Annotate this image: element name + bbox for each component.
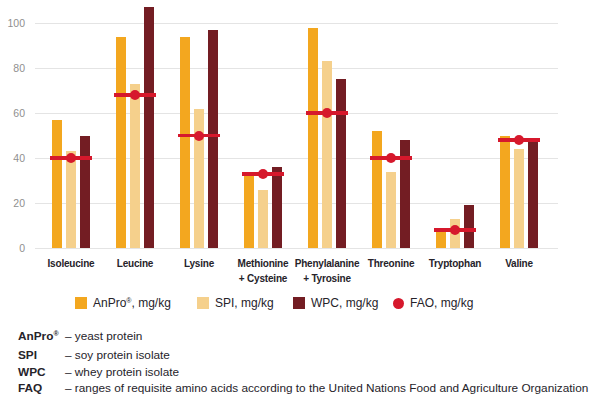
bar (514, 149, 524, 248)
gridline (35, 113, 558, 114)
y-tick-label: 100 (0, 17, 25, 29)
footnote-definition: – whey protein isolate (65, 364, 179, 381)
abbreviation-definitions: AnPro®– yeast proteinSPI– soy protein is… (18, 328, 588, 397)
footnote-term: FAQ (18, 380, 65, 397)
footnote-term: AnPro® (18, 328, 65, 347)
gridline (35, 203, 558, 204)
bar (372, 131, 382, 248)
bar (464, 205, 474, 248)
footnote-definition: – yeast protein (65, 328, 142, 347)
legend-swatch (75, 297, 87, 309)
bar (52, 120, 62, 248)
legend-fao-dot (393, 298, 404, 309)
y-tick-label: 40 (0, 152, 25, 164)
amino-acid-bar-chart: 020406080100IsoleucineLeucineLysineMethi… (0, 0, 600, 290)
bar (208, 30, 218, 248)
fao-range-dot (322, 108, 332, 118)
bar (528, 140, 538, 248)
bar (80, 136, 90, 249)
legend-item: SPI, mg/kg (197, 296, 274, 310)
gridline (35, 23, 558, 24)
y-tick-label: 60 (0, 107, 25, 119)
footnote-row: FAQ– ranges of requisite amino acids acc… (18, 380, 588, 397)
bar (322, 61, 332, 248)
legend-label: SPI, mg/kg (215, 296, 274, 310)
bar (244, 174, 254, 248)
footnote-row: WPC– whey protein isolate (18, 364, 588, 381)
footnote-row: AnPro®– yeast protein (18, 328, 588, 347)
legend-item: FAO, mg/kg (393, 296, 473, 310)
fao-range-dot (514, 135, 524, 145)
bar (308, 28, 318, 249)
fao-range-dot (386, 153, 396, 163)
y-tick-label: 0 (0, 242, 25, 254)
bar (66, 151, 76, 248)
bar (144, 7, 154, 248)
registered-mark: ® (126, 297, 131, 304)
legend-item: AnPro®, mg/kg (75, 296, 171, 310)
category-label: Valine (471, 256, 567, 271)
gridline (35, 248, 558, 249)
legend-label: FAO, mg/kg (410, 296, 473, 310)
footnote-term: WPC (18, 364, 65, 381)
footnote-definition: – soy protein isolate (65, 347, 170, 364)
legend-item: WPC, mg/kg (293, 296, 378, 310)
registered-mark: ® (53, 330, 58, 337)
bar (180, 37, 190, 249)
fao-range-dot (66, 153, 76, 163)
fao-range-dot (130, 90, 140, 100)
gridline (35, 158, 558, 159)
bar (386, 172, 396, 249)
fao-range-dot (450, 225, 460, 235)
bar (116, 37, 126, 249)
gridline (35, 68, 558, 69)
y-tick-label: 80 (0, 62, 25, 74)
y-tick-label: 20 (0, 197, 25, 209)
legend-label: WPC, mg/kg (311, 296, 378, 310)
footnote-definition: – ranges of requisite amino acids accord… (65, 380, 588, 397)
bar (272, 167, 282, 248)
bar (258, 190, 268, 249)
footnote-row: SPI– soy protein isolate (18, 347, 588, 364)
fao-range-dot (194, 131, 204, 141)
bar (194, 109, 204, 249)
fao-range-dot (258, 169, 268, 179)
chart-legend: AnPro®, mg/kg SPI, mg/kg WPC, mg/kg FAO, mg… (0, 296, 600, 310)
legend-label: AnPro®, mg/kg (93, 296, 171, 310)
bar (500, 136, 510, 249)
legend-swatch (197, 297, 209, 309)
bar (130, 84, 140, 248)
footnote-term: SPI (18, 347, 65, 364)
bar (336, 79, 346, 248)
legend-swatch (293, 297, 305, 309)
